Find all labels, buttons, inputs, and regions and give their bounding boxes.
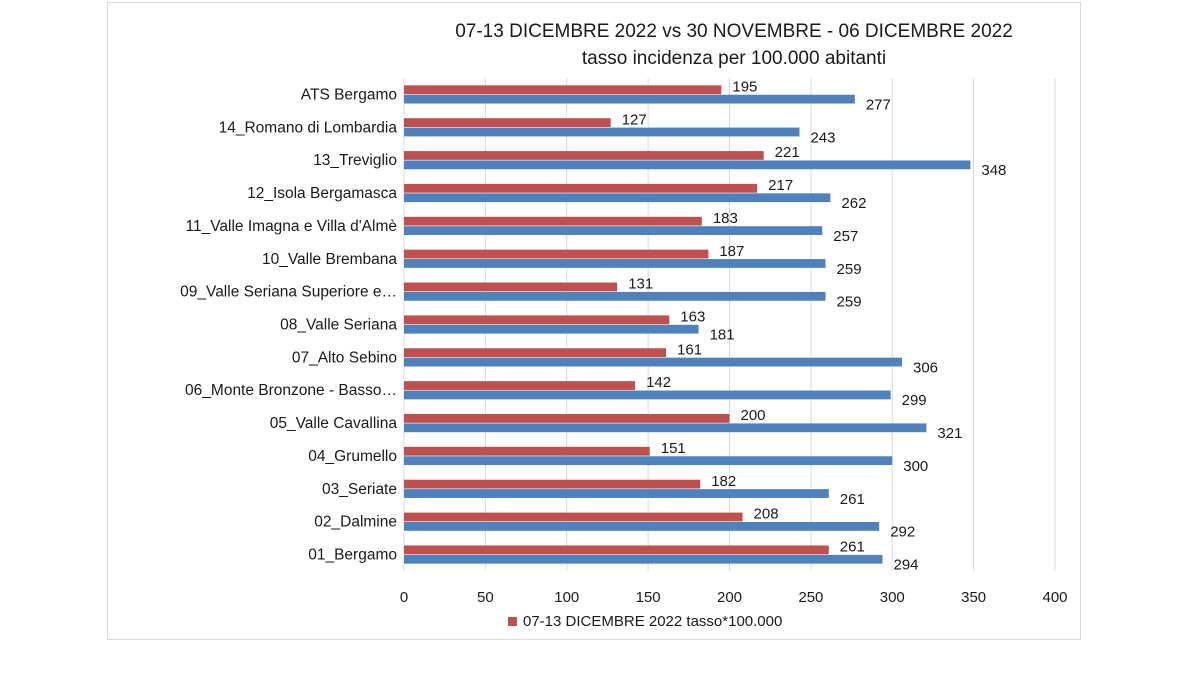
bar-current-week [404, 479, 701, 489]
x-tick-label: 250 [798, 589, 823, 606]
bar-previous-week [404, 94, 855, 104]
bar-previous-week [404, 226, 823, 235]
bar-current-week [404, 381, 636, 390]
bar-previous-week [404, 489, 829, 498]
category-label: 11_Valle Imagna e Villa d'Almè [186, 218, 397, 235]
data-label-previous-week: 259 [837, 294, 862, 311]
data-label-previous-week: 294 [893, 557, 918, 574]
bar-previous-week [404, 456, 893, 466]
category-label: 06_Monte Bronzone - Basso… [185, 382, 397, 399]
data-label-previous-week: 292 [890, 524, 915, 541]
data-label-previous-week: 300 [903, 458, 928, 475]
bar-previous-week [404, 357, 903, 367]
bar-current-week [404, 315, 670, 325]
category-label: 04_Grumello [308, 448, 397, 465]
category-label: 03_Seriate [322, 481, 397, 498]
category-label: 05_Valle Cavallina [270, 415, 398, 432]
data-label-previous-week: 277 [866, 96, 891, 113]
data-labels: 195 277 127 243 221 348 217 262 183 257 187 259 131 2… [622, 78, 1007, 573]
category-label: 14_Romano di Lombardia [219, 119, 398, 136]
x-tick-label: 50 [477, 589, 494, 606]
data-label-previous-week: 306 [913, 359, 938, 376]
data-label-current-week: 182 [711, 473, 736, 490]
data-label-current-week: 195 [732, 78, 757, 95]
data-label-previous-week: 321 [937, 425, 962, 442]
bar-current-week [404, 348, 667, 358]
category-label: 10_Valle Brembana [262, 251, 397, 268]
data-label-current-week: 221 [775, 144, 800, 161]
category-labels: ATS Bergamo 14_Romano di Lombardia 13_Trev… [180, 86, 397, 563]
bar-previous-week [404, 423, 927, 433]
category-label: 02_Dalmine [314, 514, 397, 531]
data-label-current-week: 208 [754, 506, 779, 523]
bar-previous-week [404, 127, 800, 137]
bar-previous-week [404, 160, 971, 170]
chart-frame: 07-13 DICEMBRE 2022 vs 30 NOVEMBRE - 06 … [107, 2, 1081, 640]
data-label-current-week: 127 [622, 111, 647, 128]
data-label-previous-week: 262 [841, 195, 866, 212]
data-label-previous-week: 348 [981, 162, 1006, 179]
data-label-previous-week: 299 [902, 392, 927, 409]
data-label-previous-week: 259 [837, 261, 862, 278]
data-label-previous-week: 181 [710, 327, 735, 344]
x-tick-label: 200 [717, 589, 742, 606]
data-label-current-week: 163 [680, 309, 705, 326]
data-label-previous-week: 257 [833, 228, 858, 245]
bar-previous-week [404, 554, 883, 564]
category-label: ATS Bergamo [301, 86, 397, 103]
chart-title: 07-13 DICEMBRE 2022 vs 30 NOVEMBRE - 06 … [455, 21, 1013, 42]
bar-previous-week [404, 390, 891, 400]
bar-chart: 07-13 DICEMBRE 2022 vs 30 NOVEMBRE - 06 … [180, 21, 1068, 630]
legend-label: 07-13 DICEMBRE 2022 tasso*100.000 [523, 613, 782, 630]
data-label-current-week: 217 [768, 177, 793, 194]
data-label-current-week: 151 [661, 440, 686, 457]
category-label: 09_Valle Seriana Superiore e… [180, 284, 397, 301]
data-label-current-week: 142 [646, 374, 671, 391]
x-tick-label: 300 [880, 589, 905, 606]
x-tick-label: 400 [1042, 589, 1067, 606]
bar-previous-week [404, 291, 826, 301]
x-tick-label: 150 [636, 589, 661, 606]
gridlines [403, 78, 1056, 571]
bar-current-week [404, 216, 702, 226]
data-label-current-week: 131 [628, 276, 653, 293]
chart-subtitle: tasso incidenza per 100.000 abitanti [582, 48, 886, 69]
x-tick-label: 100 [554, 589, 579, 606]
legend-swatch [508, 617, 517, 626]
legend: 07-13 DICEMBRE 2022 tasso*100.000 [508, 613, 782, 630]
x-tick-label: 350 [961, 589, 986, 606]
category-label: 08_Valle Seriana [280, 317, 397, 334]
category-label: 13_Treviglio [313, 152, 397, 169]
category-label: 12_Isola Bergamasca [247, 185, 397, 202]
bar-current-week [404, 545, 829, 555]
bar-current-week [404, 414, 730, 423]
bar-previous-week [404, 522, 880, 531]
bar-current-week [404, 118, 611, 127]
bar-previous-week [404, 193, 831, 203]
data-label-current-week: 161 [677, 341, 702, 358]
bar-current-week [404, 446, 650, 456]
data-label-previous-week: 261 [840, 491, 865, 508]
data-label-previous-week: 243 [810, 129, 835, 146]
bar-previous-week [404, 259, 826, 268]
bar-current-week [404, 512, 743, 522]
x-axis-tick-labels: 0 50 100 150 200 250 300 350 400 [400, 589, 1068, 606]
x-tick-label: 0 [400, 589, 408, 606]
data-label-current-week: 183 [713, 210, 738, 227]
bar-current-week [404, 183, 758, 193]
bar-current-week [404, 249, 709, 259]
bar-previous-week [404, 324, 699, 334]
category-label: 07_Alto Sebino [292, 349, 397, 366]
data-label-current-week: 261 [840, 539, 865, 556]
bar-current-week [404, 282, 618, 292]
bar-current-week [404, 151, 764, 160]
data-label-current-week: 200 [741, 407, 766, 424]
bar-current-week [404, 85, 722, 95]
category-label: 01_Bergamo [308, 547, 397, 564]
data-label-current-week: 187 [719, 243, 744, 260]
bars [404, 85, 971, 564]
